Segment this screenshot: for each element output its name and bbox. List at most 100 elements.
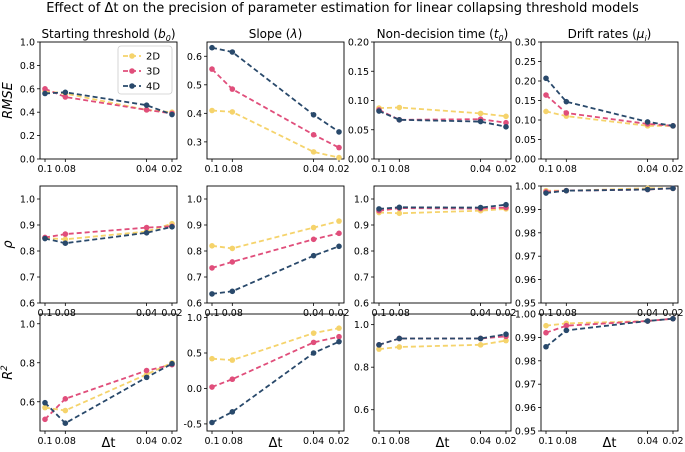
y-tick-label: 0.9 (354, 221, 369, 232)
x-tick-label: 0.1 (37, 164, 52, 175)
y-tick-label: 0.6 (187, 52, 202, 63)
data-point-4D (169, 111, 175, 118)
series-line-2D (378, 106, 507, 118)
column-title-2: Non-decision time (t0) (377, 27, 509, 43)
data-point-3D (42, 86, 48, 92)
data-point-4D (143, 102, 150, 108)
series-line-4D (211, 245, 340, 295)
data-point-2D (209, 243, 215, 249)
data-point-4D (310, 252, 317, 259)
data-point-4D (543, 190, 549, 196)
y-tick-label: 0.10 (348, 96, 369, 107)
x-tick-label: 0.08 (556, 164, 577, 175)
data-point-3D (62, 231, 69, 237)
series-line-4D (211, 340, 340, 424)
row-label-0: RMSE (1, 81, 16, 119)
legend-label-3D: 3D (146, 67, 160, 78)
data-point-4D (376, 342, 382, 348)
data-point-4D (336, 129, 342, 135)
y-tick-label: 0.96 (515, 403, 536, 414)
data-point-4D (477, 204, 484, 211)
x-tick-label: 0.1 (371, 436, 386, 447)
y-tick-label: 0.8 (354, 247, 369, 258)
series-line-4D (44, 362, 173, 425)
y-tick-label: 0.8 (20, 61, 35, 72)
x-tick-label: 0.02 (328, 436, 349, 447)
x-tick-label: 0.04 (136, 436, 157, 447)
x-tick-label: 0.08 (222, 164, 243, 175)
x-tick-label: 0.04 (303, 164, 324, 175)
data-point-4D (563, 327, 570, 334)
column-title-0: Starting threshold (b0) (41, 27, 175, 43)
data-point-4D (42, 235, 48, 242)
x-tick-label: 0.02 (328, 308, 349, 319)
x-tick-label: 0.04 (303, 308, 324, 319)
data-point-3D (310, 339, 317, 346)
x-tick-label: 0.1 (204, 308, 219, 319)
data-point-4D (670, 185, 676, 192)
data-point-3D (42, 416, 48, 423)
series-line-2D (211, 109, 340, 159)
column-title-3: Drift rates (μi) (568, 27, 652, 43)
data-point-4D (229, 288, 236, 295)
legend-marker-2D (129, 53, 135, 59)
data-point-4D (143, 230, 150, 236)
data-point-3D (310, 131, 317, 138)
x-axis-label-3: Δt (603, 436, 617, 451)
panel-0-0: 0.0 0.2 0.4 0.6 0.8 1.0 0.1 0.08 0.04 0.02 (20, 38, 183, 176)
y-tick-label: -0.5 (183, 419, 202, 430)
legend-marker-4D (129, 83, 135, 89)
y-tick-label: 0.98 (515, 228, 536, 239)
data-point-2D (396, 344, 403, 350)
y-tick-label: 0.97 (515, 252, 536, 263)
y-tick-label: 0.00 (515, 155, 536, 166)
data-point-4D (477, 118, 484, 125)
data-point-4D (644, 186, 651, 193)
y-tick-label: 0.7 (20, 273, 35, 284)
y-tick-label: 0.15 (348, 67, 369, 78)
y-tick-label: 0.25 (515, 57, 536, 68)
y-tick-label: 0.20 (515, 77, 536, 88)
x-tick-label: 0.04 (470, 164, 491, 175)
y-tick-label: 0.99 (515, 205, 536, 216)
y-tick-label: 0.5 (187, 349, 202, 360)
x-tick-label: 0.1 (538, 164, 553, 175)
panel-2-0: 0.6 0.8 1.0 0.1 0.08 0.04 0.02 (20, 313, 183, 447)
x-tick-label: 0.1 (371, 164, 386, 175)
x-tick-label: 0.1 (37, 436, 52, 447)
panel-1-1: 0.6 0.7 0.8 0.9 1.0 0.1 0.08 0.04 0.02 (187, 185, 350, 319)
data-point-2D (396, 210, 403, 217)
data-point-4D (209, 419, 215, 426)
data-point-2D (310, 330, 317, 336)
series-line-3D (44, 225, 173, 239)
series-line-3D (211, 335, 340, 388)
x-tick-label: 0.08 (556, 436, 577, 447)
data-point-3D (143, 107, 150, 113)
y-tick-label: 0.3 (187, 137, 202, 148)
data-point-2D (396, 104, 403, 111)
data-point-3D (209, 265, 215, 271)
data-point-4D (310, 350, 317, 356)
x-tick-label: 0.1 (371, 308, 386, 319)
data-point-2D (229, 245, 236, 252)
data-point-2D (229, 109, 236, 115)
y-tick-label: 0.00 (348, 155, 369, 166)
data-point-4D (229, 409, 236, 415)
series-line-4D (211, 46, 340, 133)
series-line-3D (211, 232, 340, 269)
y-tick-label: 0.05 (348, 125, 369, 136)
x-tick-label: 0.02 (161, 164, 182, 175)
x-tick-label: 0.08 (389, 164, 410, 175)
y-tick-label: 0.20 (348, 38, 369, 49)
data-point-2D (543, 108, 549, 115)
data-point-4D (503, 124, 509, 130)
legend: 2D 3D 4D (117, 45, 173, 95)
data-point-3D (563, 322, 570, 329)
data-point-4D (543, 343, 549, 350)
data-point-4D (503, 201, 509, 208)
panel-frame (373, 185, 512, 304)
panel-frame (206, 313, 345, 432)
data-point-2D (503, 337, 509, 344)
series-line-2D (211, 220, 340, 250)
panel-frame (540, 41, 679, 160)
